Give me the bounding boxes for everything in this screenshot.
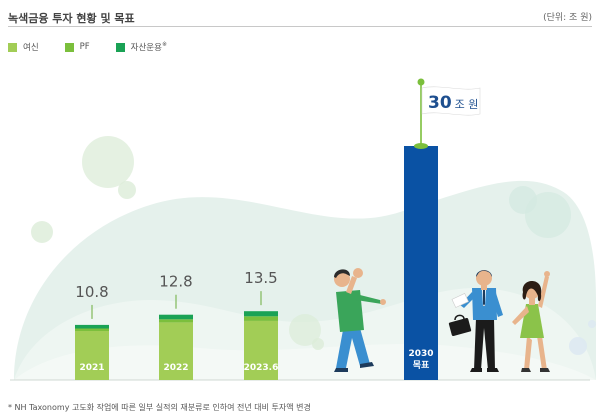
bar-group-2021: 10.8 2021	[75, 283, 109, 380]
legend-swatch-asset-management	[115, 42, 125, 52]
flag-pole-knob	[417, 78, 425, 86]
legend-swatch-loans	[8, 42, 17, 52]
bar-group-2030-target: 30 조 원 2030 목표	[404, 78, 481, 380]
legend: 여신 PF 자산운용※	[8, 40, 193, 54]
target-value-number: 30	[428, 93, 452, 113]
legend-item-loans: 여신	[8, 41, 39, 53]
value-label-2021: 10.8	[75, 283, 108, 301]
value-label-2022: 12.8	[159, 273, 192, 291]
bar-2022-pf	[159, 319, 193, 323]
legend-swatch-pf	[64, 42, 74, 52]
target-flag	[421, 86, 481, 116]
category-label-2022: 2022	[163, 363, 188, 373]
bar-group-2022: 12.8 2022	[159, 273, 193, 380]
category-label-2030-target: 2030 목표	[408, 349, 433, 371]
decorative-bubbles	[31, 136, 596, 355]
bar-group-2023-6: 13.5 2023.6	[244, 269, 279, 380]
footnote: * NH Taxonomy 고도화 작업에 따른 일부 실적의 재분류로 인하여…	[8, 402, 311, 412]
legend-label-asset-management: 자산운용※	[130, 41, 167, 53]
target-value-label: 30 조 원	[428, 93, 478, 113]
bar-2030-target	[404, 146, 438, 380]
category-label-2023-6: 2023.6	[244, 363, 279, 373]
unit-label: (단위: 조 원)	[543, 13, 592, 23]
target-value-unit: 조 원	[455, 98, 479, 111]
person-woman-illustration	[512, 271, 550, 372]
bar-2023-6-loans	[244, 320, 278, 380]
header: 녹색금융 투자 현황 및 목표 (단위: 조 원)	[8, 6, 592, 26]
bar-2022-loans	[159, 322, 193, 380]
title-divider	[8, 26, 592, 27]
bar-2021-loans	[75, 331, 109, 380]
person-businessman-illustration	[448, 270, 503, 372]
bar-2022-asset-management	[159, 314, 193, 320]
legend-item-pf: PF	[64, 42, 90, 52]
category-label-2030-target-line-2: 목표	[413, 360, 430, 371]
flag-pole-base	[414, 143, 428, 149]
page-title: 녹색금융 투자 현황 및 목표	[8, 12, 135, 25]
category-label-2021: 2021	[79, 363, 104, 373]
value-label-2023-6: 13.5	[244, 269, 277, 287]
person-cheering-illustration	[334, 268, 386, 372]
legend-label-pf: PF	[79, 42, 90, 52]
bar-2021-pf	[75, 328, 109, 331]
bar-2023-6-asset-management	[244, 311, 278, 317]
category-label-2030-target-line-1: 2030	[408, 349, 433, 359]
legend-label-loans: 여신	[23, 43, 39, 53]
bar-2023-6-pf	[244, 316, 278, 321]
bar-2021-asset-management	[75, 324, 109, 329]
legend-item-asset-management: 자산운용※	[115, 41, 167, 53]
footnote-mark: ※	[161, 41, 167, 49]
